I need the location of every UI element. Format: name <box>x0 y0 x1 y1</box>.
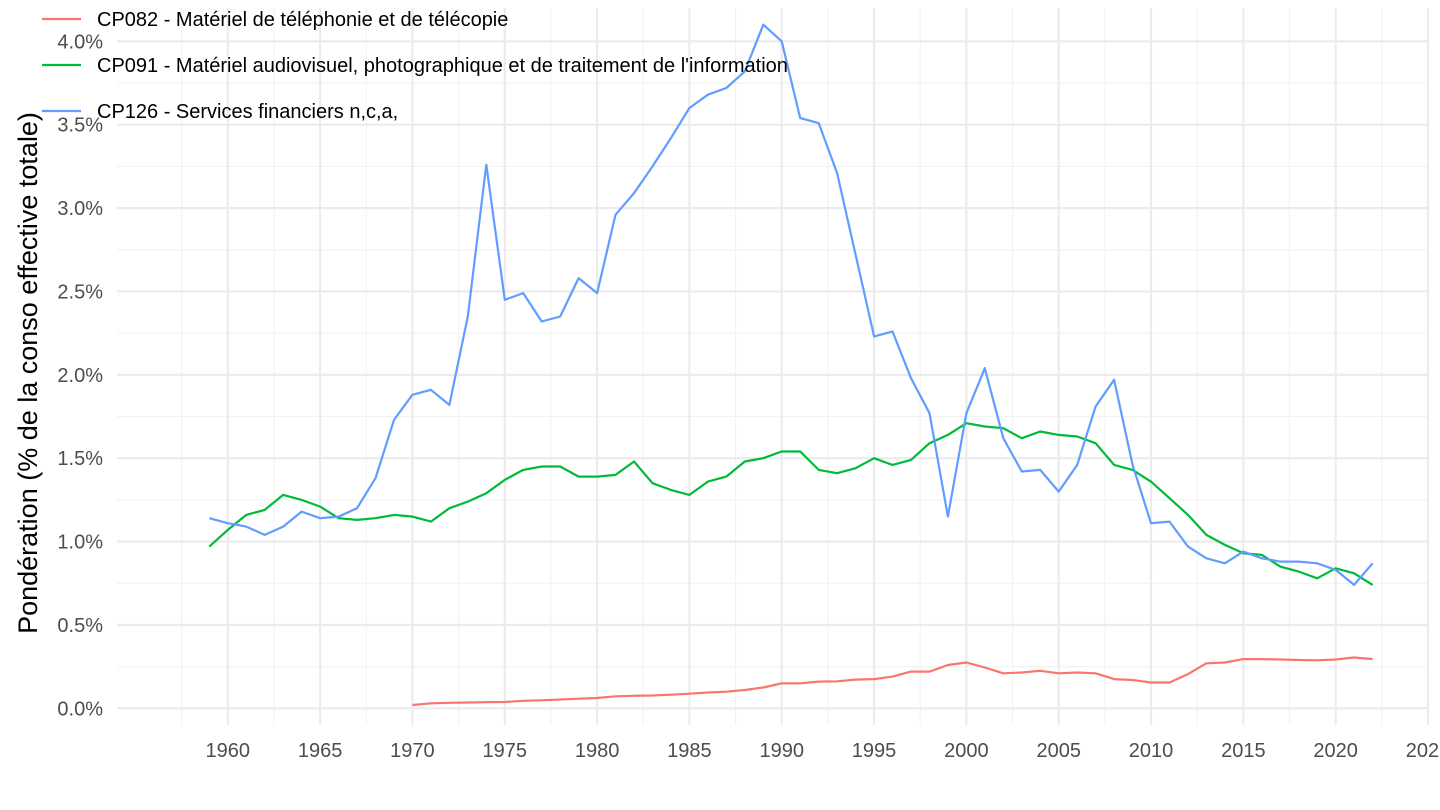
x-tick-label: 1990 <box>759 740 804 762</box>
x-tick-label: 1985 <box>667 740 712 762</box>
legend-label-3: CP126 - Services financiers n,c,a, <box>97 101 398 123</box>
x-tick-label: 1960 <box>206 740 251 762</box>
y-tick-label: 1.5% <box>57 448 103 470</box>
y-tick-label: 3.0% <box>57 198 103 220</box>
x-tick-label: 1965 <box>298 740 343 762</box>
x-tick-label: 1975 <box>483 740 528 762</box>
legend-label-2: CP091 - Matériel audiovisuel, photograph… <box>97 55 788 77</box>
x-tick-label: 1980 <box>575 740 620 762</box>
x-tick-label: 2020 <box>1313 740 1358 762</box>
legend-label-1: CP082 - Matériel de téléphonie et de tél… <box>97 9 508 31</box>
legend: CP082 - Matériel de téléphonie et de tél… <box>42 9 788 123</box>
y-tick-label: 3.5% <box>57 115 103 137</box>
x-tick-label: 2015 <box>1221 740 1266 762</box>
y-tick-label: 2.5% <box>57 281 103 303</box>
y-tick-label: 2.0% <box>57 365 103 387</box>
y-axis-title: Pondération (% de la conso effective tot… <box>13 112 43 634</box>
x-axis-tick-labels: 1960 1965 1970 1975 1980 1985 1990 1995 2000 2005… <box>206 740 1440 762</box>
y-tick-label: 0.5% <box>57 615 103 637</box>
series-lines <box>208 23 1374 707</box>
series-line-2 <box>208 422 1374 586</box>
x-tick-label: 1995 <box>852 740 897 762</box>
y-axis-tick-labels: 0.0% 0.5% 1.0% 1.5% 2.0% 2.5% 3.0% 3.5% 4.0% <box>57 31 103 720</box>
y-tick-label: 1.0% <box>57 532 103 554</box>
x-tick-label: 2010 <box>1129 740 1174 762</box>
x-tick-label: 2025 <box>1406 740 1440 762</box>
x-tick-label: 2005 <box>1036 740 1081 762</box>
x-tick-label: 2000 <box>944 740 989 762</box>
x-tick-label: 1970 <box>390 740 435 762</box>
y-tick-label: 4.0% <box>57 31 103 53</box>
series-line-3 <box>209 23 1374 587</box>
major-gridlines <box>117 8 1430 725</box>
series-line-1 <box>412 656 1373 707</box>
y-tick-label: 0.0% <box>57 698 103 720</box>
minor-gridlines <box>117 8 1428 725</box>
